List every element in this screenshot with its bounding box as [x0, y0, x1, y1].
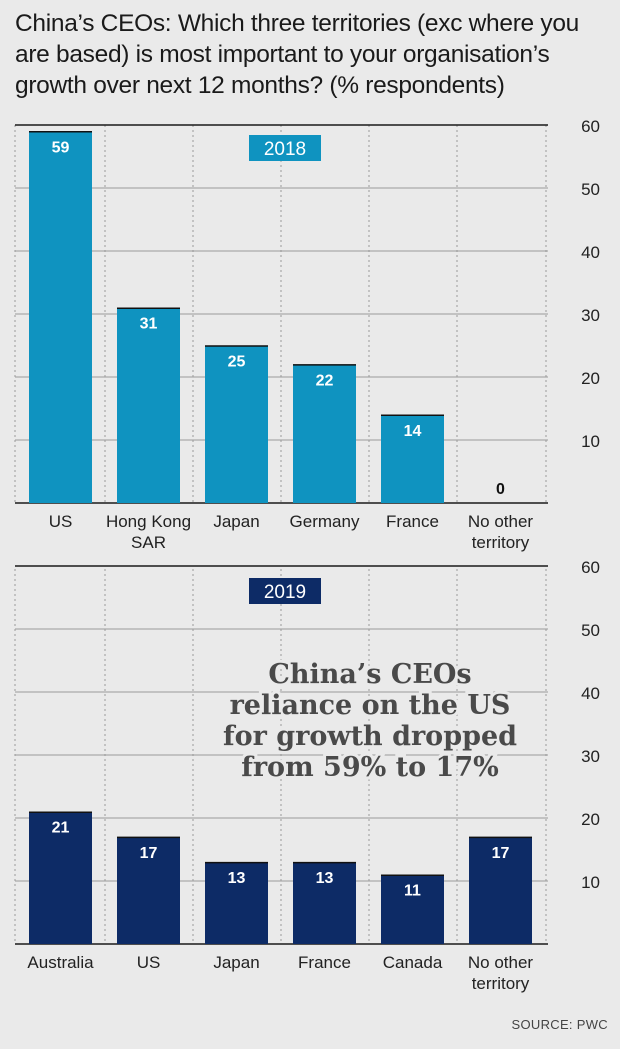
year-badge-label: 2019 [264, 582, 306, 603]
y-tick-label: 40 [581, 684, 600, 703]
category-label: territory [472, 974, 530, 993]
data-label: 0 [496, 481, 505, 498]
data-label: 11 [404, 883, 421, 900]
y-tick-label: 30 [581, 747, 600, 766]
chart-2018: 10 20 30 40 50 60 2018 59 US 31 Hong Kong SAR 25 Japa… [14, 120, 600, 552]
y-tick-label: 50 [581, 180, 600, 199]
annotation-line: for growth dropped [223, 721, 517, 752]
y-tick-label: 40 [581, 243, 600, 262]
category-label: Germany [290, 512, 360, 531]
annotation-line: from 59% to 17% [241, 752, 499, 783]
bar [381, 414, 444, 503]
data-label: 22 [316, 372, 334, 389]
bar [117, 307, 180, 503]
category-label: Australia [27, 953, 94, 972]
category-label: No other [468, 953, 534, 972]
year-badge [249, 135, 321, 161]
category-label: US [49, 512, 73, 531]
category-label: territory [472, 533, 530, 552]
bar [29, 131, 92, 504]
data-label: 31 [140, 316, 158, 333]
category-label: No other [468, 512, 534, 531]
data-label: 14 [404, 423, 422, 440]
y-tick-label: 20 [581, 369, 600, 388]
chart-title: China’s CEOs: Which three territories (e… [15, 10, 579, 99]
y-tick-label: 50 [581, 621, 600, 640]
category-label: Japan [213, 512, 259, 531]
data-label: 13 [228, 870, 246, 887]
category-label: Canada [383, 953, 443, 972]
bar [381, 874, 444, 944]
bar [205, 862, 268, 944]
annotation-line: China’s CEOs [268, 659, 471, 690]
data-label: 25 [228, 354, 246, 371]
y-tick-label: 10 [581, 432, 600, 451]
y-tick-label: 60 [581, 120, 600, 136]
bar [29, 811, 92, 944]
annotation-line: reliance on the US [230, 690, 511, 721]
category-label: US [137, 953, 161, 972]
data-label: 59 [52, 139, 70, 156]
y-tick-label: 30 [581, 306, 600, 325]
bar [469, 836, 532, 944]
data-label: 21 [52, 820, 70, 837]
category-label: France [298, 953, 351, 972]
year-badge-label: 2018 [264, 139, 306, 160]
y-tick-label: 60 [581, 560, 600, 577]
bar [205, 345, 268, 503]
source-note: SOURCE: PWC [511, 1017, 608, 1032]
data-label: 13 [316, 870, 334, 887]
y-tick-label: 10 [581, 873, 600, 892]
bar [117, 836, 180, 944]
data-label: 17 [492, 845, 510, 862]
bar [293, 364, 356, 503]
data-label: 17 [140, 845, 158, 862]
year-badge [249, 578, 321, 604]
category-label: France [386, 512, 439, 531]
category-label: Japan [213, 953, 259, 972]
y-tick-label: 20 [581, 810, 600, 829]
bar [293, 862, 356, 944]
category-label: Hong Kong [106, 512, 191, 531]
category-label: SAR [131, 533, 166, 552]
